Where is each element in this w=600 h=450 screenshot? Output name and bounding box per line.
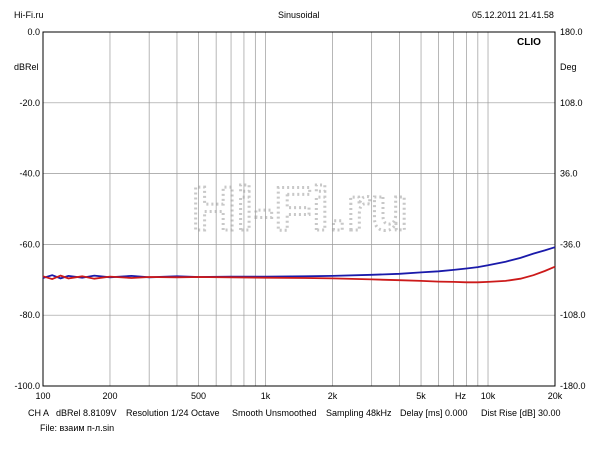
x-tick-label: 10k [481,391,496,400]
y-tick-label: -40.0 [19,169,40,179]
series-line-2 [42,265,556,284]
x-tick-label: 500 [191,391,206,400]
grid [43,32,555,386]
footer-file: File: взаим п-л.sin [40,423,115,433]
footer-sampling: Sampling 48kHz [326,408,392,418]
y-tick-label: -100.0 [14,381,40,391]
y2-tick-label: 36.0 [560,169,578,179]
header-site: Hi-Fi.ru [14,10,44,20]
axis-labels: 100 200 500 1k 2k 5k 10k 20k 0.0 -20.0 -40.0 -60.0 -… [14,27,585,400]
y2-tick-label: -180.0 [560,381,586,391]
y-tick-label: -20.0 [19,98,40,108]
footer-resolution: Resolution 1/24 Octave [126,408,220,418]
curves [42,246,556,284]
clio-logo: CLIO [517,37,541,48]
x-axis-unit: Hz [455,391,466,400]
watermark: Hi-Fi.ru [192,175,409,244]
y2-axis-unit: Deg [560,62,577,72]
y-axis-unit: dBRel [14,62,39,72]
frequency-response-chart: Hi-Fi.ru 100 200 500 1k 2k 5k 10k 20k 0.0 -20.0 -4… [14,27,586,400]
x-tick-label: 200 [102,391,117,400]
x-tick-label: 100 [35,391,50,400]
series-line-1 [42,246,556,280]
footer-ref: dBRel 8.8109V [56,408,117,418]
y2-tick-label: -108.0 [560,310,586,320]
footer-channel: CH A [28,408,50,418]
x-tick-label: 2k [328,391,338,400]
x-tick-label: 5k [416,391,426,400]
header-timestamp: 05.12.2011 21.41.58 [472,10,554,20]
y2-tick-label: 180.0 [560,27,583,37]
footer-dist-rise: Dist Rise [dB] 30.00 [481,408,561,418]
y2-tick-label: -36.0 [560,239,581,249]
y2-tick-label: 108.0 [560,98,583,108]
y-tick-label: 0.0 [27,27,40,37]
y-tick-label: -80.0 [19,310,40,320]
footer-smooth: Smooth Unsmoothed [232,408,317,418]
footer-delay: Delay [ms] 0.000 [400,408,468,418]
x-tick-label: 1k [261,391,271,400]
header-mode: Sinusoidal [278,10,320,20]
plot-frame [42,31,556,387]
x-tick-label: 20k [548,391,563,400]
y-tick-label: -60.0 [19,239,40,249]
